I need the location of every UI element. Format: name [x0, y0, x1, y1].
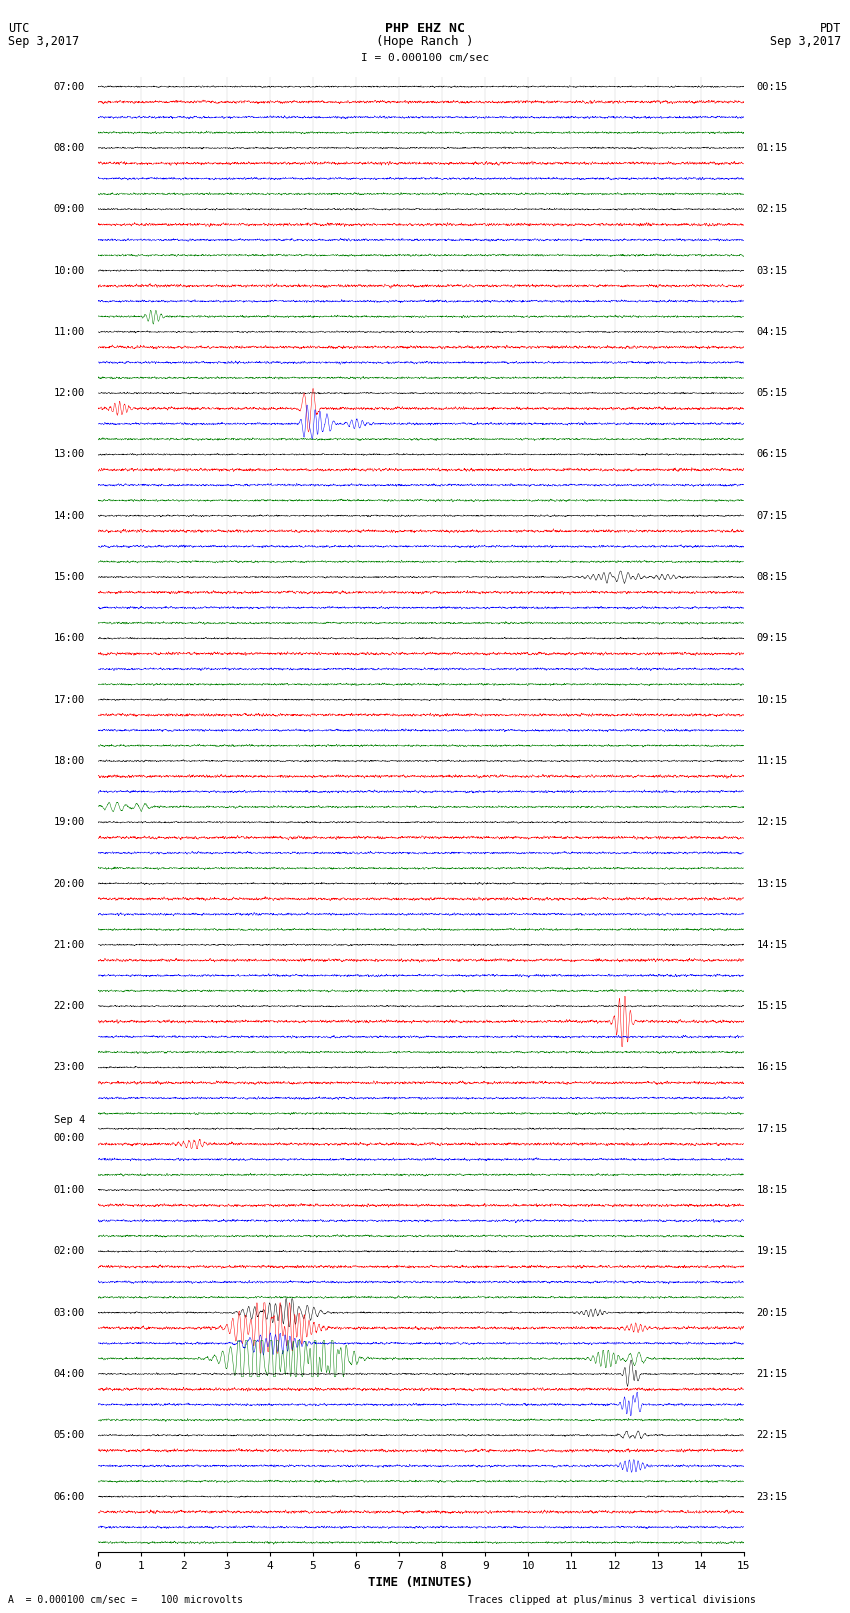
Text: 18:15: 18:15 [756, 1186, 788, 1195]
Text: 20:00: 20:00 [54, 879, 85, 889]
Text: 08:15: 08:15 [756, 573, 788, 582]
Text: 07:15: 07:15 [756, 511, 788, 521]
Text: 21:00: 21:00 [54, 940, 85, 950]
Text: A  = 0.000100 cm/sec =    100 microvolts: A = 0.000100 cm/sec = 100 microvolts [8, 1595, 243, 1605]
Text: 13:15: 13:15 [756, 879, 788, 889]
Text: 13:00: 13:00 [54, 450, 85, 460]
X-axis label: TIME (MINUTES): TIME (MINUTES) [368, 1576, 473, 1589]
Text: 05:00: 05:00 [54, 1431, 85, 1440]
Text: 10:00: 10:00 [54, 266, 85, 276]
Text: 19:00: 19:00 [54, 818, 85, 827]
Text: 18:00: 18:00 [54, 756, 85, 766]
Text: 22:00: 22:00 [54, 1002, 85, 1011]
Text: 23:00: 23:00 [54, 1063, 85, 1073]
Text: 04:00: 04:00 [54, 1369, 85, 1379]
Text: 01:15: 01:15 [756, 144, 788, 153]
Text: 15:00: 15:00 [54, 573, 85, 582]
Text: Traces clipped at plus/minus 3 vertical divisions: Traces clipped at plus/minus 3 vertical … [468, 1595, 756, 1605]
Text: 23:15: 23:15 [756, 1492, 788, 1502]
Text: PHP EHZ NC: PHP EHZ NC [385, 21, 465, 35]
Text: 16:15: 16:15 [756, 1063, 788, 1073]
Text: 00:00: 00:00 [54, 1132, 85, 1142]
Text: 03:15: 03:15 [756, 266, 788, 276]
Text: I = 0.000100 cm/sec: I = 0.000100 cm/sec [361, 53, 489, 63]
Text: UTC: UTC [8, 21, 30, 35]
Text: 05:15: 05:15 [756, 389, 788, 398]
Text: 08:00: 08:00 [54, 144, 85, 153]
Text: 22:15: 22:15 [756, 1431, 788, 1440]
Text: 20:15: 20:15 [756, 1308, 788, 1318]
Text: 12:00: 12:00 [54, 389, 85, 398]
Text: 17:15: 17:15 [756, 1124, 788, 1134]
Text: 06:15: 06:15 [756, 450, 788, 460]
Text: 16:00: 16:00 [54, 634, 85, 644]
Text: 03:00: 03:00 [54, 1308, 85, 1318]
Text: 14:00: 14:00 [54, 511, 85, 521]
Text: Sep 4: Sep 4 [54, 1115, 85, 1124]
Text: 09:00: 09:00 [54, 205, 85, 215]
Text: 15:15: 15:15 [756, 1002, 788, 1011]
Text: 11:15: 11:15 [756, 756, 788, 766]
Text: 01:00: 01:00 [54, 1186, 85, 1195]
Text: 14:15: 14:15 [756, 940, 788, 950]
Text: 00:15: 00:15 [756, 82, 788, 92]
Text: 06:00: 06:00 [54, 1492, 85, 1502]
Text: 09:15: 09:15 [756, 634, 788, 644]
Text: Sep 3,2017: Sep 3,2017 [770, 35, 842, 48]
Text: Sep 3,2017: Sep 3,2017 [8, 35, 80, 48]
Text: 02:00: 02:00 [54, 1247, 85, 1257]
Text: 19:15: 19:15 [756, 1247, 788, 1257]
Text: 07:00: 07:00 [54, 82, 85, 92]
Text: 10:15: 10:15 [756, 695, 788, 705]
Text: (Hope Ranch ): (Hope Ranch ) [377, 35, 473, 48]
Text: 02:15: 02:15 [756, 205, 788, 215]
Text: 21:15: 21:15 [756, 1369, 788, 1379]
Text: PDT: PDT [820, 21, 842, 35]
Text: 12:15: 12:15 [756, 818, 788, 827]
Text: 17:00: 17:00 [54, 695, 85, 705]
Text: 11:00: 11:00 [54, 327, 85, 337]
Text: 04:15: 04:15 [756, 327, 788, 337]
